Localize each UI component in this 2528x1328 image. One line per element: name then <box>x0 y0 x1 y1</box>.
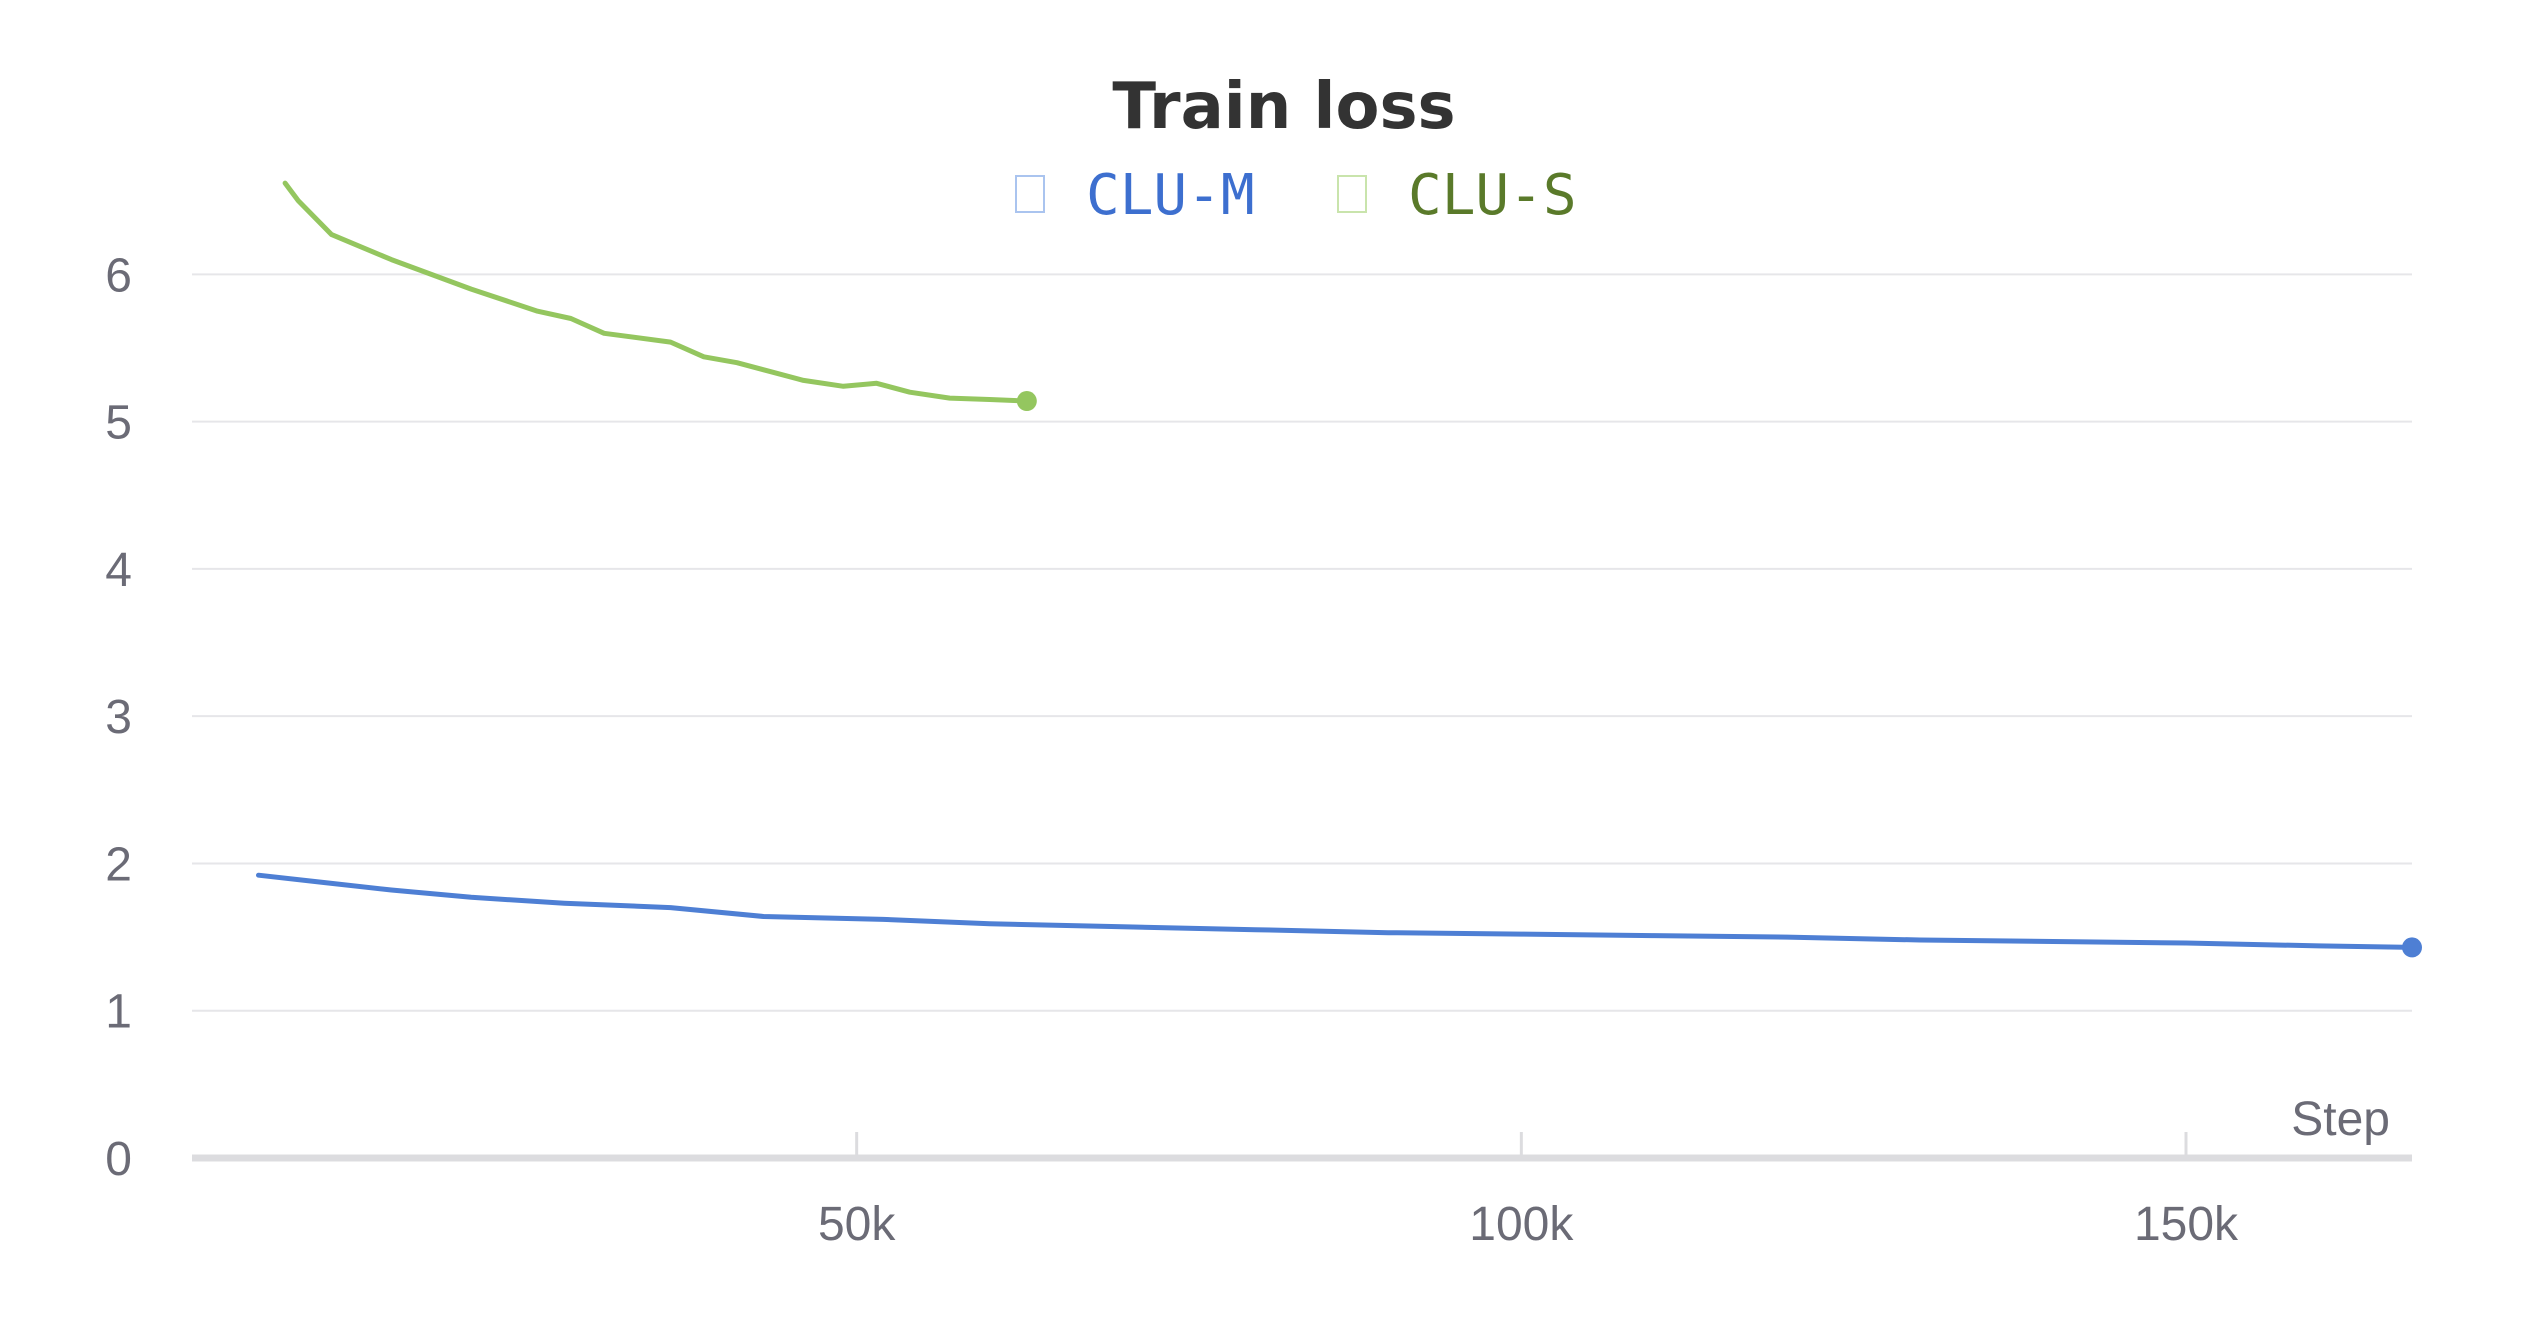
y-tick-label: 0 <box>105 1133 132 1186</box>
x-tick-label: 150k <box>2134 1198 2239 1251</box>
legend: CLU-M CLU-S <box>1015 163 1577 228</box>
legend-label-clu-m: CLU-M <box>1086 163 1255 228</box>
x-axis-title: Step <box>2291 1093 2390 1146</box>
gridlines <box>192 273 2412 1012</box>
y-tick-label: 5 <box>105 397 132 450</box>
legend-label-clu-s: CLU-S <box>1408 163 1577 228</box>
legend-item-clu-m[interactable]: CLU-M <box>1015 163 1255 228</box>
y-tick-label: 1 <box>105 986 132 1039</box>
legend-swatch-clu-s <box>1337 175 1367 213</box>
x-tick-label: 50k <box>818 1198 896 1251</box>
legend-swatch-clu-m <box>1015 175 1045 213</box>
y-tick-label: 3 <box>105 691 132 744</box>
chart-title: Train loss <box>1112 70 1455 144</box>
y-tick-label: 2 <box>105 838 132 891</box>
series-line-clu-m <box>256 872 2415 950</box>
series-end-point-clu-m <box>2402 937 2422 958</box>
y-axis: 0 1 2 3 4 5 6 <box>105 249 132 1186</box>
legend-item-clu-s[interactable]: CLU-S <box>1337 163 1577 228</box>
series-lines <box>256 180 2422 958</box>
x-axis: 50k 100k 150k <box>192 1132 2412 1251</box>
series-line-clu-s <box>282 180 1030 404</box>
y-tick-label: 4 <box>105 544 132 597</box>
series-end-point-clu-s <box>1016 391 1037 412</box>
x-tick-label: 100k <box>1469 1198 1574 1251</box>
y-tick-label: 6 <box>105 249 132 302</box>
